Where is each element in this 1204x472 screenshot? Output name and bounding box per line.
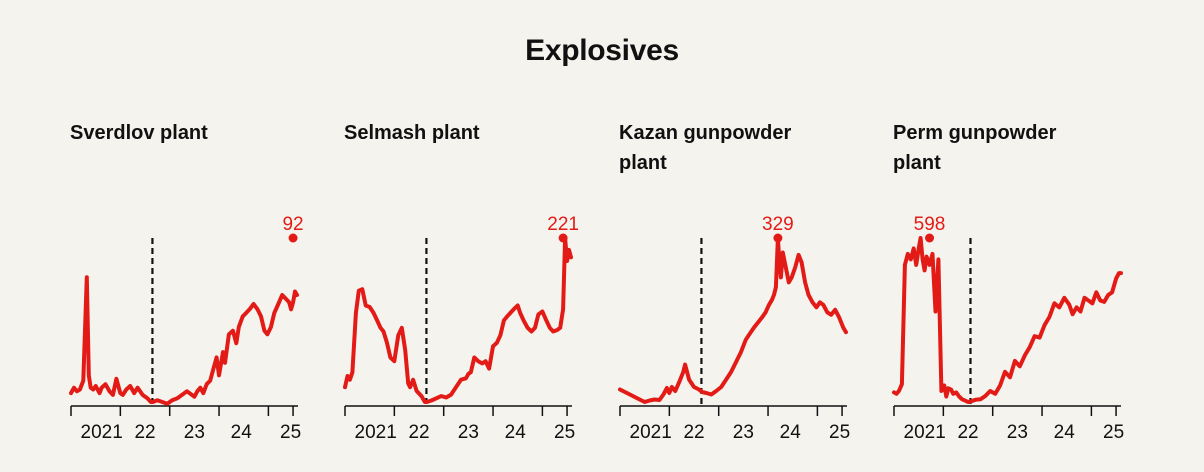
panel-selmash: Selmash plant 2021 22 23 24 25 221	[343, 118, 604, 458]
series-line	[892, 236, 1123, 404]
line-chart-selmash: 2021 22 23 24 25 221	[343, 214, 579, 443]
peak-label: 221	[547, 214, 579, 235]
series-line	[618, 236, 848, 404]
line-chart-kazan: 2021 22 23 24 25 329	[618, 214, 850, 443]
panel-title: Kazan gunpowder plant	[619, 122, 792, 174]
x-tick-label: 23	[458, 422, 479, 443]
peak-label: 92	[282, 214, 303, 235]
x-tick-label: 23	[733, 422, 754, 443]
peak-label: 598	[914, 214, 946, 235]
panel-kazan: Kazan gunpowder plant 2021 22 23 24 25 329	[618, 118, 879, 458]
x-tick-label: 25	[280, 422, 301, 443]
x-tick-label: 24	[505, 422, 527, 443]
panel-title: Sverdlov plant	[70, 122, 208, 144]
x-tick-label: 22	[957, 422, 978, 443]
x-tick-label: 22	[134, 422, 155, 443]
peak-point	[925, 233, 935, 243]
peak-label: 329	[762, 214, 794, 235]
x-tick-label: 2021	[81, 422, 123, 443]
figure-title: Explosives	[525, 34, 679, 67]
x-tick-label: 22	[683, 422, 704, 443]
x-tick-label: 25	[829, 422, 850, 443]
x-tick-label: 25	[554, 422, 575, 443]
series-line	[343, 236, 573, 404]
peak-point	[288, 233, 298, 243]
x-tick-label: 24	[231, 422, 253, 443]
panel-title: Perm gunpowder plant	[893, 122, 1057, 174]
panel-sverdlov: Sverdlov plant 2021 22 23 24 25 92	[69, 118, 330, 458]
peak-point	[773, 233, 783, 243]
panel-title: Selmash plant	[344, 122, 480, 144]
x-tick-label: 2021	[355, 422, 397, 443]
panel-perm: Perm gunpowder plant 2021 22 23 24 25 598	[892, 118, 1153, 458]
x-tick-label: 24	[780, 422, 802, 443]
peak-point	[558, 233, 568, 243]
x-tick-label: 22	[408, 422, 429, 443]
x-tick-label: 2021	[630, 422, 672, 443]
series-line	[69, 275, 299, 406]
x-tick-label: 24	[1054, 422, 1076, 443]
x-tick-label: 2021	[904, 422, 946, 443]
line-chart-perm: 2021 22 23 24 25 598	[892, 214, 1124, 443]
x-tick-label: 23	[1007, 422, 1028, 443]
x-tick-label: 23	[184, 422, 205, 443]
x-tick-label: 25	[1103, 422, 1124, 443]
line-chart-sverdlov: 2021 22 23 24 25 92	[69, 214, 304, 443]
